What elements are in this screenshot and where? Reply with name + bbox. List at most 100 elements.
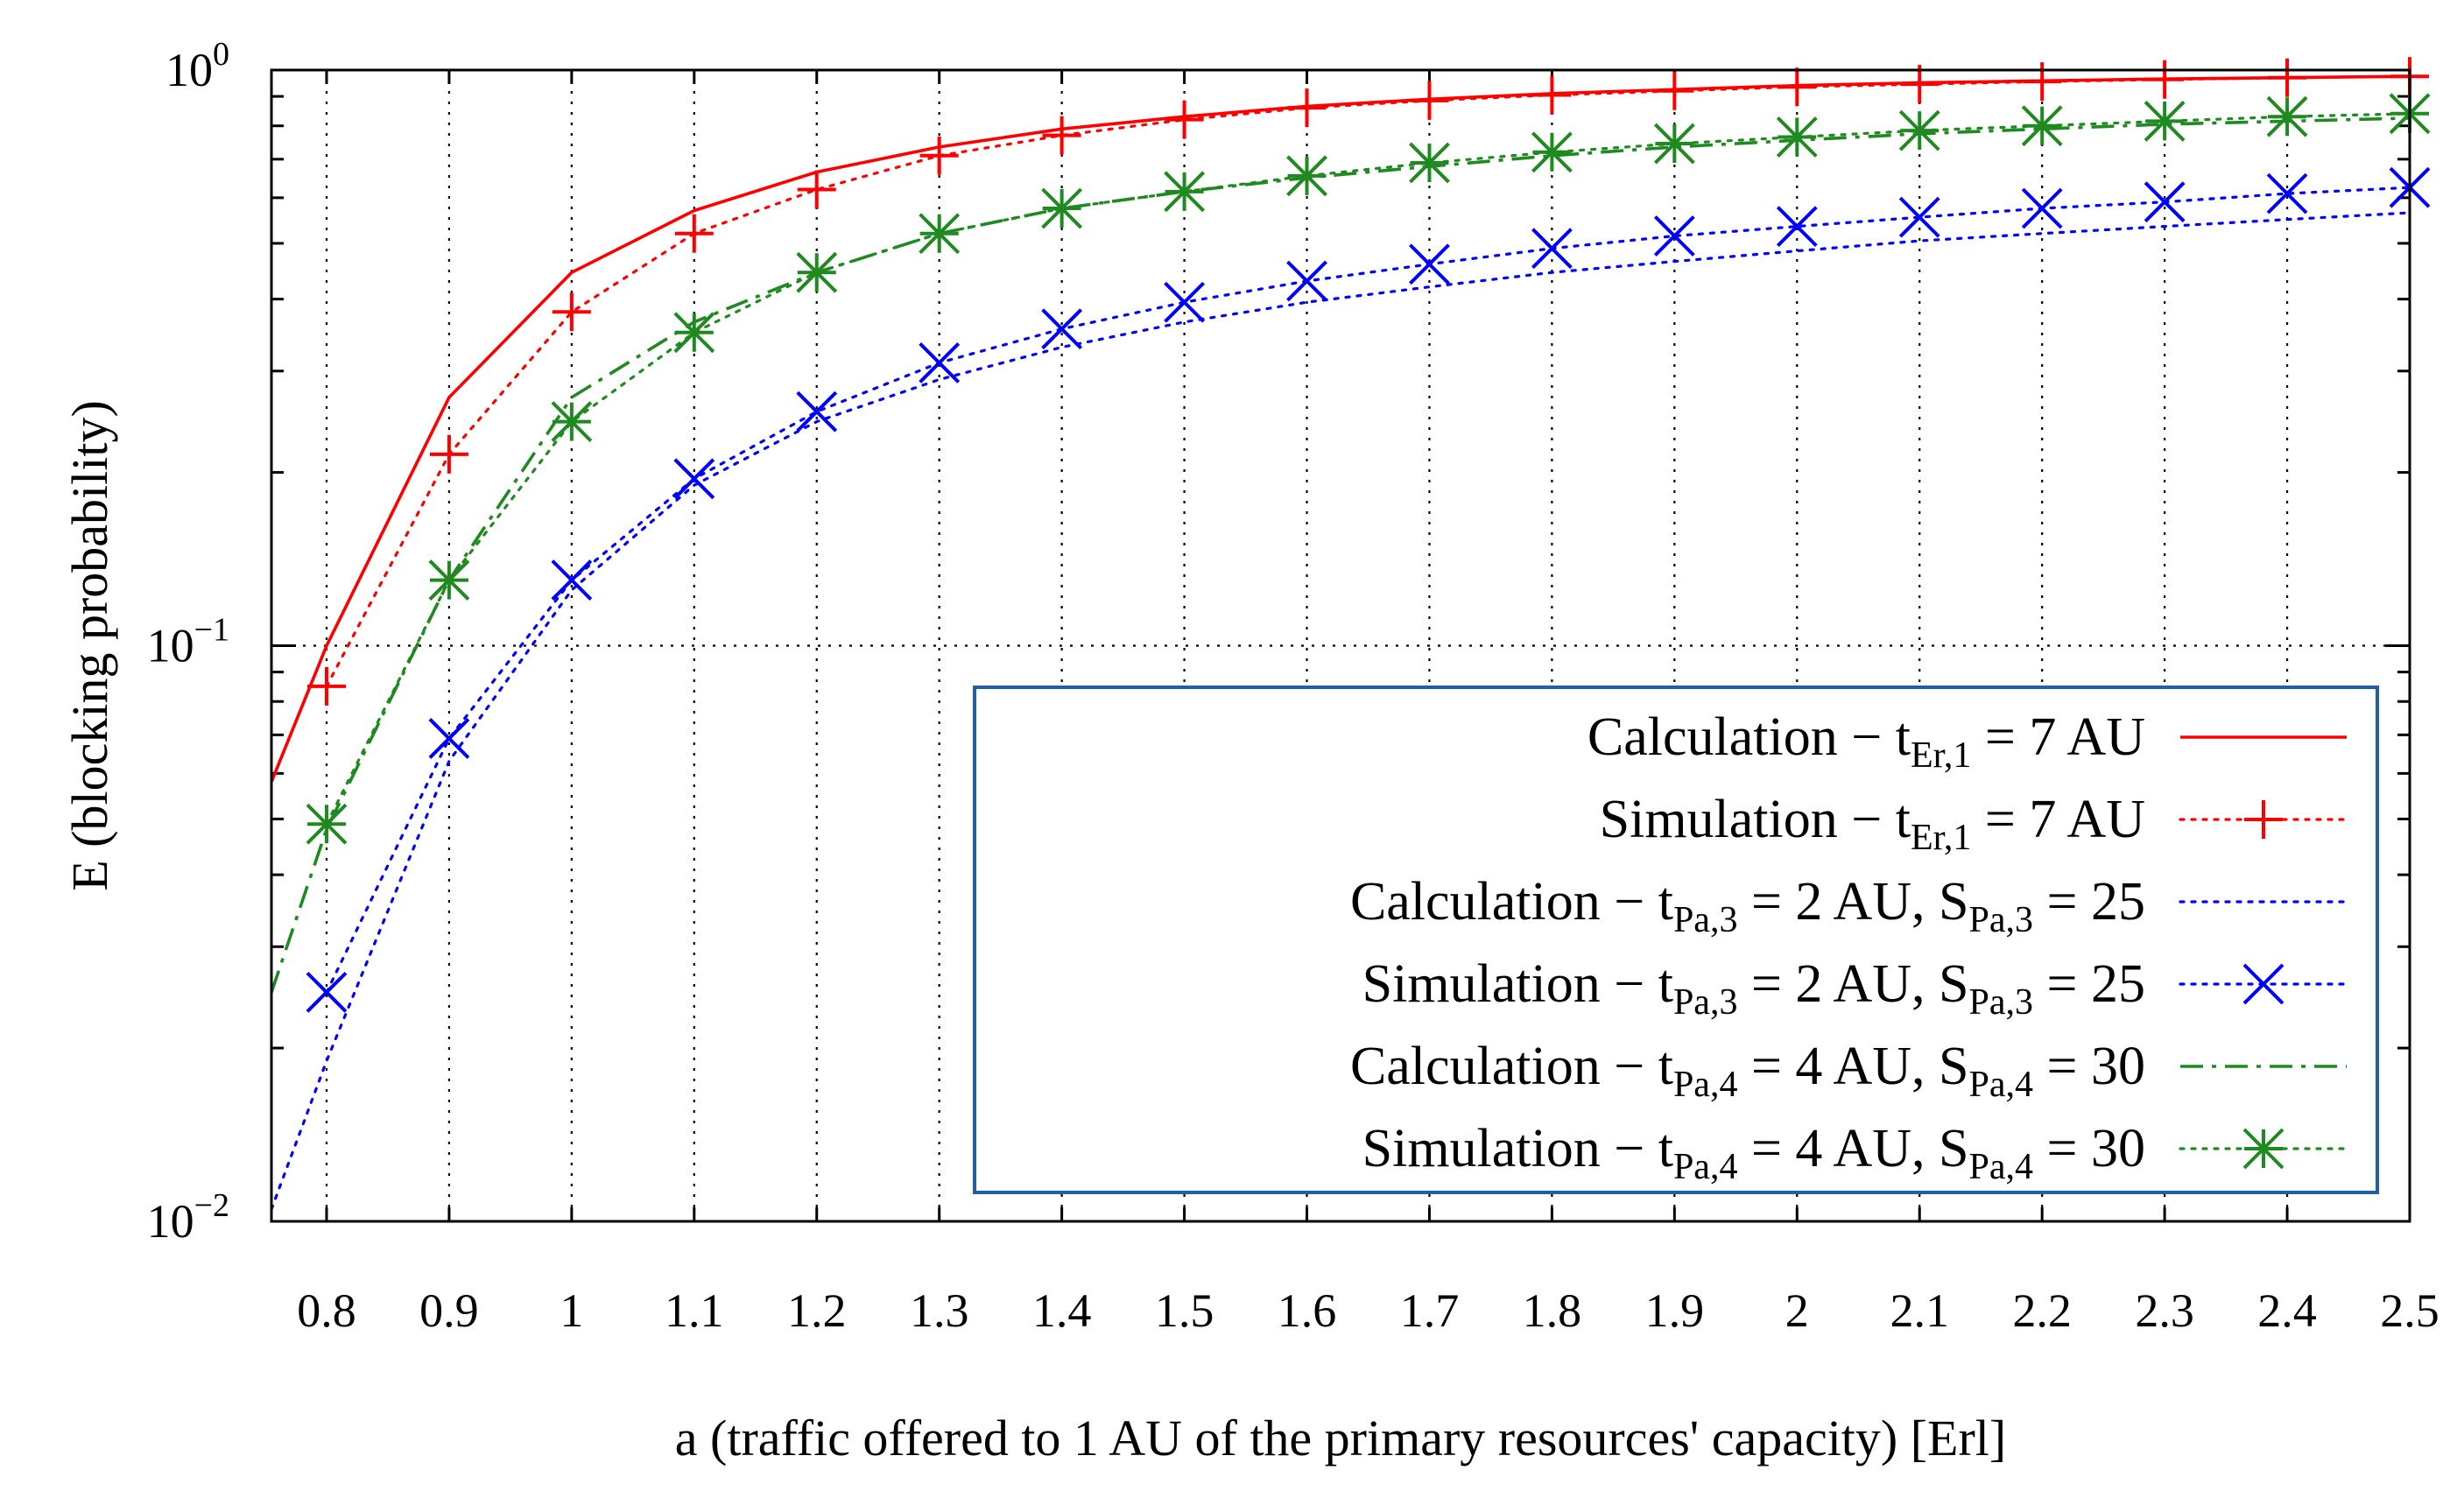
data-point (2268, 58, 2307, 97)
data-point-stroke (1898, 196, 1940, 238)
data-point (2023, 62, 2062, 102)
data-point (551, 559, 593, 601)
data-point (1164, 171, 1205, 213)
plot-frame (270, 68, 2411, 1223)
x-tick-label: 1.3 (910, 1284, 969, 1337)
data-point (552, 292, 591, 332)
y-tick-label: 10−1 (147, 612, 229, 672)
legend-entry: Calculation − tPa,4​ = 4 AU, SPa,4​ = 30 (1350, 1037, 2347, 1105)
series-2 (306, 57, 2429, 706)
data-point (797, 170, 836, 209)
data-point-stroke (1776, 116, 1818, 158)
data-point-stroke (551, 559, 593, 601)
data-point (2021, 187, 2063, 229)
data-point (306, 803, 348, 845)
legend-box (973, 686, 2379, 1194)
data-point-stroke (1164, 281, 1205, 323)
legend-entry: Simulation − tEr,1​ = 7 AU (1600, 790, 2348, 858)
data-point-stroke (551, 401, 593, 443)
data-point (1041, 187, 1083, 229)
data-point (2266, 95, 2308, 137)
data-point (306, 971, 348, 1013)
y-tick-label: 100 (165, 36, 229, 96)
data-point-stroke (2266, 95, 2308, 137)
data-point-stroke (2144, 181, 2186, 223)
data-point-stroke (796, 390, 838, 433)
x-tick-label: 0.8 (297, 1284, 356, 1337)
series-layer (270, 57, 2431, 1211)
series-4 (306, 166, 2431, 1013)
data-point (919, 136, 959, 175)
series-line (270, 74, 2411, 783)
y-tick-labels: 10−2 10−1 100 (147, 36, 229, 1248)
data-point (1776, 206, 1818, 248)
data-point-stroke (1898, 109, 1940, 151)
data-point (796, 390, 838, 433)
data-point-stroke (1041, 308, 1083, 350)
legend-entry: Simulation − tPa,3​ = 2 AU, SPa,3​ = 25 (1362, 954, 2348, 1023)
x-tick-label: 2 (1785, 1284, 1809, 1337)
data-point-stroke (306, 803, 348, 845)
legend: Calculation − tEr,1​ = 7 AU Simulation − … (973, 686, 2379, 1194)
data-point-stroke (1531, 228, 1573, 270)
x-tick-label: 1.9 (1645, 1284, 1705, 1337)
x-tick-label: 1.5 (1155, 1284, 1214, 1337)
data-point (1776, 116, 1818, 158)
legend-marker (2244, 800, 2283, 839)
x-tick-label: 1.2 (787, 1284, 847, 1337)
legend-marker-stroke (2242, 963, 2284, 1005)
data-point (306, 666, 346, 706)
data-point-stroke (919, 342, 961, 383)
data-point (1898, 109, 1940, 151)
data-point-stroke (673, 312, 715, 354)
data-point (919, 342, 961, 383)
data-point-stroke (2021, 187, 2063, 229)
data-point (919, 213, 961, 255)
x-tick-label: 2.1 (1890, 1284, 1949, 1337)
data-point (673, 312, 715, 354)
legend-marker (2242, 1128, 2284, 1170)
data-point (1409, 142, 1450, 184)
legend-entry: Calculation − tPa,3​ = 2 AU, SPa,3​ = 25 (1350, 872, 2348, 940)
data-point-stroke (1286, 260, 1327, 302)
series-line (325, 74, 2411, 688)
legend-entry: Calculation − tEr,1​ = 7 AU (1588, 707, 2347, 776)
y-axis-title: E (blocking probability) (61, 400, 118, 891)
data-point-stroke (2266, 172, 2308, 215)
data-point (796, 251, 838, 293)
data-point-stroke (1531, 131, 1573, 173)
data-point (1653, 215, 1695, 257)
legend-label: Calculation − tPa,3​ = 2 AU, SPa,3​ = 25 (1350, 872, 2145, 940)
data-point (429, 434, 468, 474)
data-point (1409, 243, 1450, 285)
data-point-stroke (919, 213, 961, 255)
data-point (1898, 196, 1940, 238)
x-tick-labels: 0.8 0.9 1 1.1 1.2 1.3 1.4 1.5 1.6 1.7 1.8 1.9 2 2.1 2.… (297, 1284, 2439, 1337)
x-tick-label: 2.4 (2257, 1284, 2317, 1337)
data-point-stroke (2144, 100, 2186, 142)
data-point (428, 559, 470, 601)
data-point (551, 401, 593, 443)
y-tick-label: 10−2 (147, 1187, 229, 1248)
data-point (2144, 100, 2186, 142)
legend-label: Calculation − tEr,1​ = 7 AU (1588, 707, 2145, 776)
data-point (1778, 67, 1817, 107)
data-point-stroke (1653, 123, 1695, 165)
data-point (674, 214, 714, 253)
data-point-stroke (306, 971, 348, 1013)
legend-label: Calculation − tPa,4​ = 4 AU, SPa,4​ = 30 (1350, 1037, 2145, 1105)
data-point (1041, 308, 1083, 350)
data-point (1531, 131, 1573, 173)
data-point (1653, 123, 1695, 165)
data-point-stroke (1409, 142, 1450, 184)
data-point (428, 718, 470, 759)
data-point-stroke (1409, 243, 1450, 285)
series-1 (270, 74, 2411, 783)
data-point-stroke (1286, 155, 1327, 197)
x-tick-label: 1.6 (1278, 1284, 1337, 1337)
data-point-stroke (1776, 206, 1818, 248)
data-point-stroke (1653, 215, 1695, 257)
data-point-stroke (673, 458, 715, 500)
data-point-stroke (428, 718, 470, 759)
